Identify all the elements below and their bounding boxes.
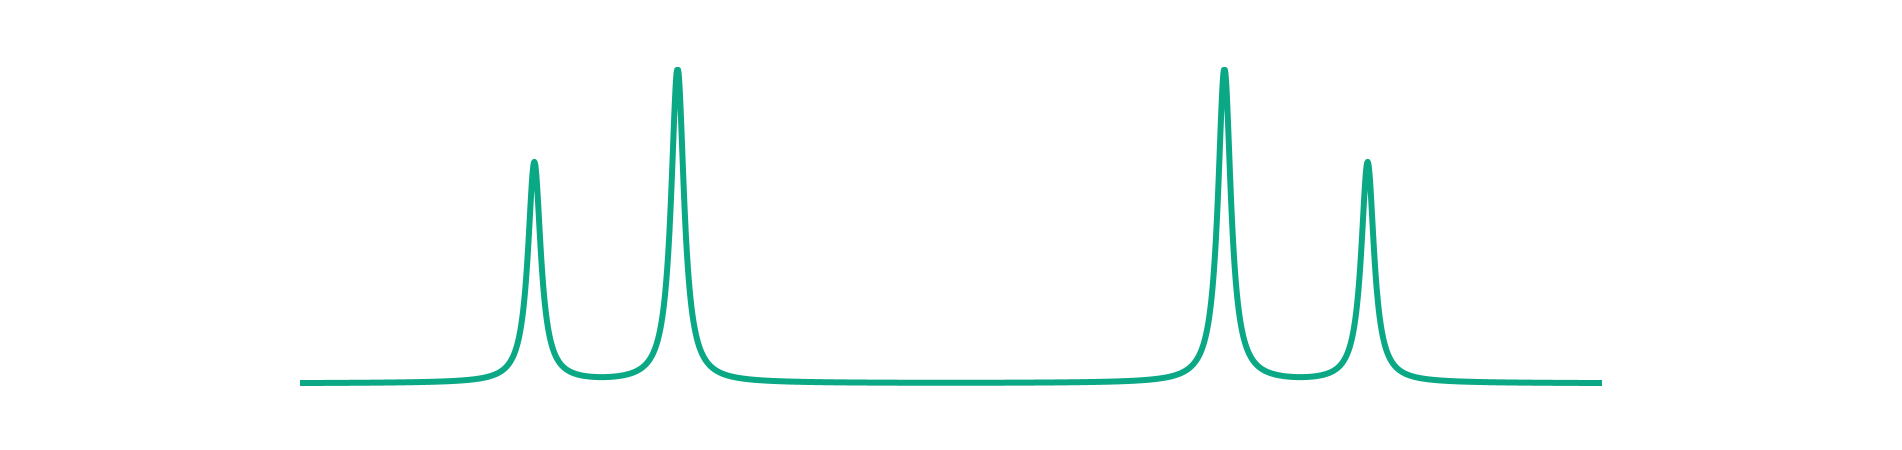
series-line bbox=[297, 67, 1605, 387]
plot-area bbox=[297, 67, 1605, 387]
